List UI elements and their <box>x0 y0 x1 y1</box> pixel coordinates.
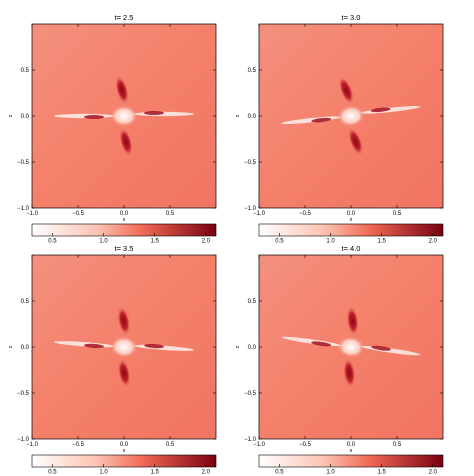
colorbar <box>31 223 217 237</box>
lower-lobe <box>117 358 131 388</box>
colorbar-tick-label: 1.0 <box>326 239 335 245</box>
lower-lobe <box>343 358 356 388</box>
x-tick-label: −1.0 <box>253 442 266 448</box>
central-void <box>110 105 138 127</box>
colorbar <box>258 223 444 237</box>
upper-lobe <box>338 76 355 105</box>
left-ridge <box>311 117 332 123</box>
x-tick-label: −0.5 <box>72 211 85 217</box>
y-tick-label: −0.5 <box>17 391 30 397</box>
y-tick-label: 0.0 <box>21 114 30 120</box>
y-tick-label: 0.0 <box>21 345 30 351</box>
right-filament <box>134 111 194 117</box>
colorbar-tick-label: 1.0 <box>99 470 108 476</box>
panel-1: t= 2.5 −1.0 −0.5 0.0 0.5 −1.0 −0.5 0.0 0.5 x z 0.5 1… <box>8 13 217 245</box>
upper-lobe <box>346 306 359 336</box>
colorbar-tick-label: 2.0 <box>429 470 438 476</box>
y-axis-label: z <box>235 345 241 348</box>
right-ridge <box>144 343 165 349</box>
colorbar <box>258 454 444 468</box>
colorbar-tick-label: 1.5 <box>150 470 159 476</box>
panel-3: t= 3.5 −1.0 −0.5 0.0 0.5 −1.0 −0.5 0.0 0.5 x z 0.5 1… <box>8 244 217 476</box>
y-tick-label: −0.5 <box>244 160 257 166</box>
flow-structure <box>281 306 421 388</box>
colorbar-tick-label: 1.0 <box>99 239 108 245</box>
x-tick-label: 0.0 <box>347 442 356 448</box>
central-void <box>337 335 365 359</box>
y-tick-label: 0.0 <box>248 345 257 351</box>
y-axis-label: z <box>8 114 14 117</box>
colorbar-tick-label: 1.5 <box>377 470 386 476</box>
y-tick-label: 0.5 <box>248 68 257 74</box>
flow-structure <box>54 75 194 157</box>
x-axis-label: x <box>123 217 126 223</box>
y-axis-label: z <box>235 114 241 117</box>
x-axis-label: x <box>350 448 353 454</box>
y-tick-label: 0.5 <box>248 299 257 305</box>
panel-2: t= 3.0 −1.0 −0.5 0.0 0.5 −1.0 −0.5 0.0 0.5 x z 0.5 1… <box>235 13 444 245</box>
right-ridge <box>370 107 391 113</box>
x-tick-label: −1.0 <box>26 442 39 448</box>
panel-title: t= 4.0 <box>342 244 361 253</box>
right-ridge <box>371 345 392 351</box>
y-tick-label: −1.0 <box>17 437 30 443</box>
colorbar-tick-label: 2.0 <box>202 470 211 476</box>
y-tick-label: −1.0 <box>17 206 30 212</box>
x-tick-label: 0.5 <box>166 211 175 217</box>
left-ridge <box>84 115 104 119</box>
panel-title: t= 3.5 <box>115 244 134 253</box>
x-tick-label: 0.5 <box>393 442 402 448</box>
y-tick-label: 0.5 <box>21 299 30 305</box>
y-tick-label: 0.5 <box>21 68 30 74</box>
x-tick-label: 0.0 <box>120 211 129 217</box>
central-void <box>337 104 365 128</box>
x-tick-label: −0.5 <box>299 442 312 448</box>
y-tick-label: −1.0 <box>244 206 257 212</box>
panel-4: t= 4.0 −1.0 −0.5 0.0 0.5 −1.0 −0.5 0.0 0.5 x z 0.5 1… <box>235 244 444 476</box>
colorbar <box>31 454 217 468</box>
flow-structure <box>54 306 194 388</box>
colorbar-tick-label: 1.5 <box>377 239 386 245</box>
x-tick-label: 0.0 <box>347 211 356 217</box>
x-tick-label: −1.0 <box>253 211 266 217</box>
x-tick-label: −0.5 <box>299 211 312 217</box>
flow-structure <box>281 76 421 156</box>
x-axis-label: x <box>350 217 353 223</box>
x-tick-label: 0.5 <box>393 211 402 217</box>
colorbar-tick-label: 1.5 <box>150 239 159 245</box>
y-tick-label: −0.5 <box>244 391 257 397</box>
panel-title: t= 3.0 <box>342 13 361 22</box>
colorbar-tick-label: 0.5 <box>48 470 57 476</box>
x-tick-label: −1.0 <box>26 211 39 217</box>
lower-lobe <box>119 127 133 157</box>
lower-lobe <box>347 127 364 156</box>
colorbar-tick-label: 0.5 <box>275 470 284 476</box>
colorbar-tick-label: 1.0 <box>326 470 335 476</box>
right-ridge <box>144 111 164 115</box>
colorbar-tick-label: 0.5 <box>48 239 57 245</box>
colorbar-tick-label: 2.0 <box>202 239 211 245</box>
left-ridge <box>84 343 104 349</box>
x-tick-label: −0.5 <box>72 442 85 448</box>
colorbar-tick-label: 2.0 <box>429 239 438 245</box>
central-void <box>110 335 138 359</box>
y-tick-label: −0.5 <box>17 160 30 166</box>
y-tick-label: −1.0 <box>244 437 257 443</box>
y-tick-label: 0.0 <box>248 114 257 120</box>
x-axis-label: x <box>123 448 126 454</box>
upper-lobe <box>117 306 131 336</box>
upper-lobe <box>115 75 129 105</box>
panel-title: t= 2.5 <box>115 13 134 22</box>
left-ridge <box>311 341 332 347</box>
colorbar-tick-label: 0.5 <box>275 239 284 245</box>
x-tick-label: 0.5 <box>166 442 175 448</box>
y-axis-label: z <box>8 345 14 348</box>
x-tick-label: 0.0 <box>120 442 129 448</box>
left-filament <box>54 113 114 119</box>
